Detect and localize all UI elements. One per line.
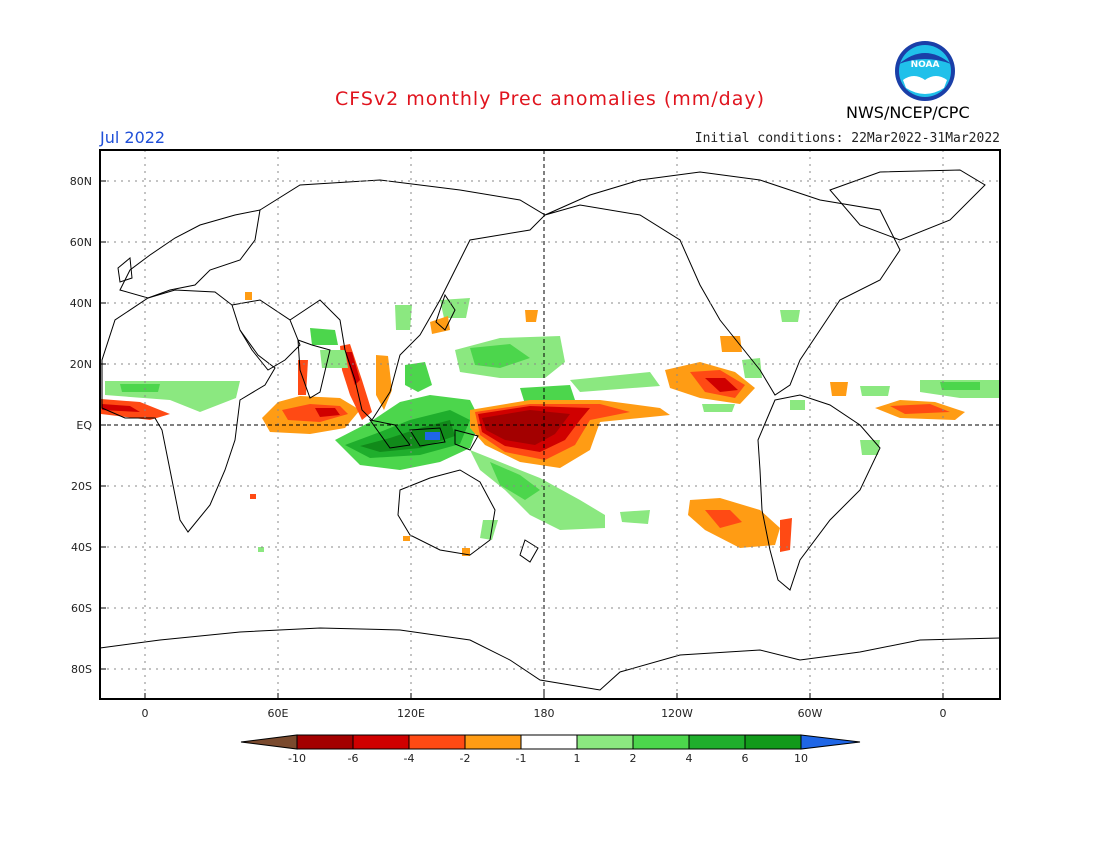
- lat-label: 20N: [70, 358, 92, 371]
- colorbar-label: -1: [516, 752, 527, 765]
- lon-label: 0: [142, 707, 149, 720]
- colorbar-label: -6: [348, 752, 359, 765]
- colorbar-swatch: [464, 734, 522, 750]
- lat-label: 40S: [71, 541, 92, 554]
- colorbar-swatch: [296, 734, 354, 750]
- lat-label: 80S: [71, 663, 92, 676]
- coast-europe: [119, 209, 261, 299]
- colorbar-swatch: [520, 734, 578, 750]
- coastlines: [99, 169, 1001, 691]
- chart-title: CFSv2 monthly Prec anomalies (mm/day): [334, 88, 766, 110]
- lon-label: 120E: [397, 707, 425, 720]
- lat-label: 40N: [70, 297, 92, 310]
- colorbar-swatch: [632, 734, 690, 750]
- colorbar-arrow-high: [800, 734, 861, 750]
- frame-ticks: [100, 180, 944, 699]
- lat-label: EQ: [76, 419, 92, 432]
- lat-label: 20S: [71, 480, 92, 493]
- lat-label: 60S: [71, 602, 92, 615]
- longitude-labels: 0 60E 120E 180 120W 60W 0: [142, 707, 947, 720]
- anomaly-se-asia-dry: [376, 355, 392, 410]
- colorbar-label: 10: [794, 752, 808, 765]
- lat-label: 60N: [70, 236, 92, 249]
- coast-antarctica: [99, 627, 1001, 691]
- colorbar-label: 6: [742, 752, 749, 765]
- colorbar: [240, 734, 861, 750]
- lon-label: 60E: [268, 707, 289, 720]
- coast-asia: [231, 179, 546, 421]
- colorbar-label: -2: [460, 752, 471, 765]
- agency-label: NWS/NCEP/CPC: [846, 103, 970, 122]
- colorbar-swatch: [688, 734, 746, 750]
- lat-label: 80N: [70, 175, 92, 188]
- colorbar-swatch: [744, 734, 802, 750]
- lon-label: 0: [940, 707, 947, 720]
- coast-north-america: [544, 171, 901, 396]
- logo-text: NOAA: [911, 60, 940, 70]
- anomaly-fields: [101, 292, 1000, 556]
- colorbar-arrow-low: [240, 734, 298, 750]
- latitude-labels: 80N 60N 40N 20N EQ 20S 40S 60S 80S: [70, 175, 93, 676]
- coast-greenland: [829, 169, 986, 241]
- lon-label: 120W: [661, 707, 693, 720]
- colorbar-label: 4: [686, 752, 693, 765]
- lon-label: 60W: [798, 707, 823, 720]
- colorbar-labels: -10 -6 -4 -2 -1 1 2 4 6 10: [288, 752, 808, 765]
- colorbar-swatch: [576, 734, 634, 750]
- colorbar-label: -10: [288, 752, 306, 765]
- colorbar-label: 1: [574, 752, 581, 765]
- coast-australia: [397, 469, 496, 556]
- colorbar-label: 2: [630, 752, 637, 765]
- colorbar-swatch: [352, 734, 410, 750]
- initial-conditions: Initial conditions: 22Mar2022-31Mar2022: [694, 131, 1000, 146]
- forecast-month: Jul 2022: [100, 128, 166, 147]
- colorbar-label: -4: [404, 752, 415, 765]
- noaa-logo-icon: NOAA: [895, 41, 955, 101]
- coast-south-america: [757, 394, 881, 591]
- colorbar-swatch: [408, 734, 466, 750]
- lon-label: 180: [534, 707, 555, 720]
- coast-africa: [101, 289, 276, 533]
